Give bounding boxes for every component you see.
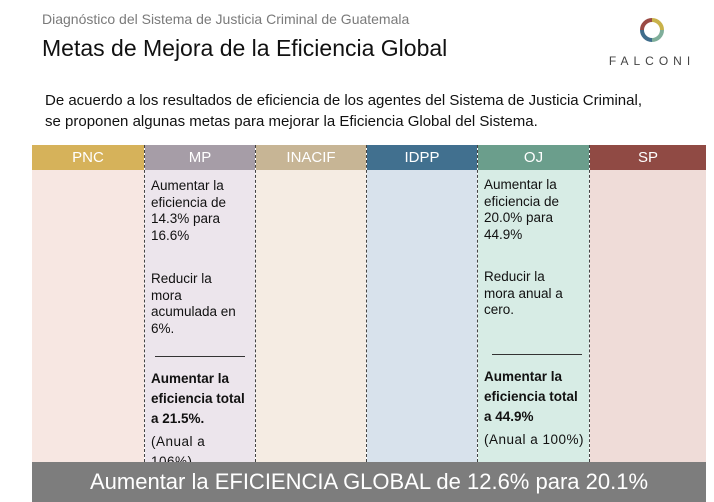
text-line: acumulada en xyxy=(151,304,236,319)
falconi-logo-icon xyxy=(640,18,664,42)
column-body-inacif xyxy=(256,170,366,462)
text-line: Aumentar la xyxy=(484,177,557,192)
logo-text: FALCONI xyxy=(608,54,696,68)
mp-goal-backlog: Reducir la mora acumulada en 6%. xyxy=(151,271,251,337)
oj-goal-backlog: Reducir la mora anual a cero. xyxy=(484,269,585,319)
column-body-mp: Aumentar la eficiencia de 14.3% para 16.… xyxy=(145,170,255,469)
text-line: Reducir la xyxy=(151,271,212,286)
column-idpp: IDPP xyxy=(367,145,478,462)
text-line: mora anual a xyxy=(484,285,563,301)
intro-line-2: se proponen algunas metas para mejorar l… xyxy=(45,113,538,130)
text-line: 6%. xyxy=(151,320,175,336)
column-oj: OJ Aumentar la eficiencia de 20.0% para … xyxy=(478,145,590,462)
text-line: eficiencia total xyxy=(151,391,245,406)
column-header-sp: SP xyxy=(590,145,706,170)
text-line: mora xyxy=(151,287,182,303)
document-subtitle: Diagnóstico del Sistema de Justicia Crim… xyxy=(42,11,410,27)
text-line: 44.9% xyxy=(484,226,523,242)
column-header-pnc: PNC xyxy=(32,145,144,170)
column-inacif: INACIF xyxy=(256,145,367,462)
oj-total-goal: Aumentar la eficiencia total a 44.9% (An… xyxy=(484,367,585,450)
column-header-idpp: IDPP xyxy=(367,145,477,170)
column-header-inacif: INACIF xyxy=(256,145,366,170)
oj-separator xyxy=(492,354,582,355)
mp-separator xyxy=(155,356,245,357)
column-body-idpp xyxy=(367,170,477,462)
column-body-pnc xyxy=(32,170,144,462)
column-mp: MP Aumentar la eficiencia de 14.3% para … xyxy=(144,145,256,469)
text-line: Aumentar la xyxy=(151,178,224,193)
text-line: cero. xyxy=(484,302,515,317)
text-line: eficiencia de xyxy=(484,193,560,209)
column-sp: SP xyxy=(590,145,706,462)
falconi-logo: FALCONI xyxy=(602,18,702,73)
text-line: 16.6% xyxy=(151,227,190,243)
intro-line-1: De acuerdo a los resultados de eficienci… xyxy=(45,92,642,109)
column-header-mp: MP xyxy=(145,145,255,170)
text-line: 14.3% para xyxy=(151,211,221,226)
text-line: Aumentar la xyxy=(151,371,230,386)
text-line: 20.0% para xyxy=(484,210,554,225)
text-line: Reducir la xyxy=(484,269,545,284)
goals-table: PNC MP Aumentar la eficiencia de 14.3% p… xyxy=(32,145,706,469)
global-efficiency-banner: Aumentar la EFICIENCIA GLOBAL de 12.6% p… xyxy=(32,462,706,502)
text-line: a 21.5%. xyxy=(151,411,205,426)
column-body-sp xyxy=(590,170,706,462)
text-line: eficiencia de xyxy=(151,194,227,210)
oj-annual-note: (Anual a 100%) xyxy=(484,432,585,447)
mp-total-goal: Aumentar la eficiencia total a 21.5%. (A… xyxy=(151,369,251,472)
column-body-oj: Aumentar la eficiencia de 20.0% para 44.… xyxy=(478,170,589,462)
text-line: a 44.9% xyxy=(484,409,534,424)
column-pnc: PNC xyxy=(32,145,144,462)
intro-paragraph: De acuerdo a los resultados de eficienci… xyxy=(45,90,705,132)
oj-goal-efficiency: Aumentar la eficiencia de 20.0% para 44.… xyxy=(484,177,585,243)
text-line: eficiencia total xyxy=(484,389,578,404)
text-line: Aumentar la xyxy=(484,369,563,384)
mp-goal-efficiency: Aumentar la eficiencia de 14.3% para 16.… xyxy=(151,178,251,244)
slide-title: Metas de Mejora de la Eficiencia Global xyxy=(42,35,448,61)
column-header-oj: OJ xyxy=(478,145,589,170)
